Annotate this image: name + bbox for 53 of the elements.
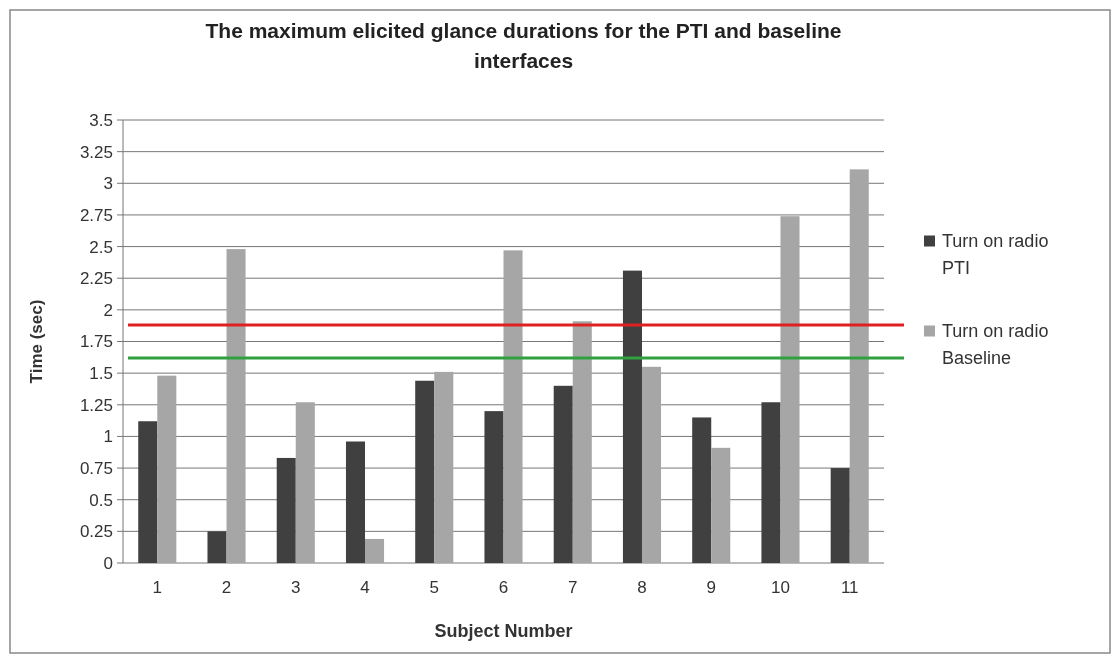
bar — [434, 371, 454, 563]
x-tick-label: 11 — [840, 578, 859, 597]
bar — [138, 421, 158, 563]
bar — [276, 457, 296, 563]
x-tick-label: 9 — [706, 578, 716, 597]
bar — [295, 402, 315, 563]
y-tick-label: 0.25 — [79, 522, 113, 542]
legend-label: Turn on radio PTI — [942, 230, 1049, 278]
y-tick-label: 1.25 — [79, 395, 113, 415]
y-tick-label: 1.5 — [89, 364, 113, 384]
x-tick-label: 3 — [291, 578, 301, 597]
x-tick-label: 5 — [429, 578, 439, 597]
bar — [553, 385, 573, 563]
bar — [622, 270, 642, 563]
chart-title: The maximum elicited glance durations for the PTI and baseline interfaces — [205, 19, 842, 72]
bar — [761, 402, 781, 563]
y-tick-label: 1 — [103, 427, 113, 447]
y-tick-label: 2 — [103, 300, 113, 320]
x-axis-title: Subject Number — [434, 621, 573, 641]
bar — [484, 411, 504, 563]
bar — [207, 531, 227, 563]
bar — [226, 249, 246, 563]
bar — [415, 380, 435, 563]
bar — [157, 375, 177, 563]
bar — [572, 321, 592, 563]
x-tick-label: 10 — [771, 578, 790, 597]
bar — [780, 216, 800, 563]
y-tick-label: 0 — [103, 553, 113, 573]
y-tick-label: 1.75 — [79, 332, 113, 352]
x-tick-label: 1 — [152, 578, 163, 597]
y-tick-label: 0.5 — [89, 490, 113, 510]
legend-label: Turn on radio Baseline — [942, 320, 1049, 368]
y-tick-label: 3.5 — [89, 110, 113, 130]
bar — [503, 250, 523, 563]
y-tick-label: 3 — [103, 174, 113, 194]
x-tick-label: 4 — [360, 578, 370, 597]
bar — [345, 441, 366, 563]
y-tick-label: 2.75 — [79, 205, 113, 225]
y-tick-label: 2.5 — [89, 237, 113, 257]
y-tick-label: 2.25 — [79, 269, 113, 289]
y-axis-title: Time (sec) — [27, 299, 46, 384]
bar — [711, 447, 731, 563]
bar — [692, 417, 712, 563]
x-tick-label: 7 — [568, 578, 578, 597]
x-tick-label: 2 — [221, 578, 232, 597]
bar — [830, 468, 850, 563]
bar — [365, 538, 385, 563]
y-tick-label: 3.25 — [79, 142, 113, 162]
bar — [849, 169, 869, 563]
x-tick-label: 6 — [498, 578, 509, 597]
bar — [641, 366, 662, 563]
y-tick-label: 0.75 — [79, 459, 113, 479]
x-tick-label: 8 — [637, 578, 647, 597]
